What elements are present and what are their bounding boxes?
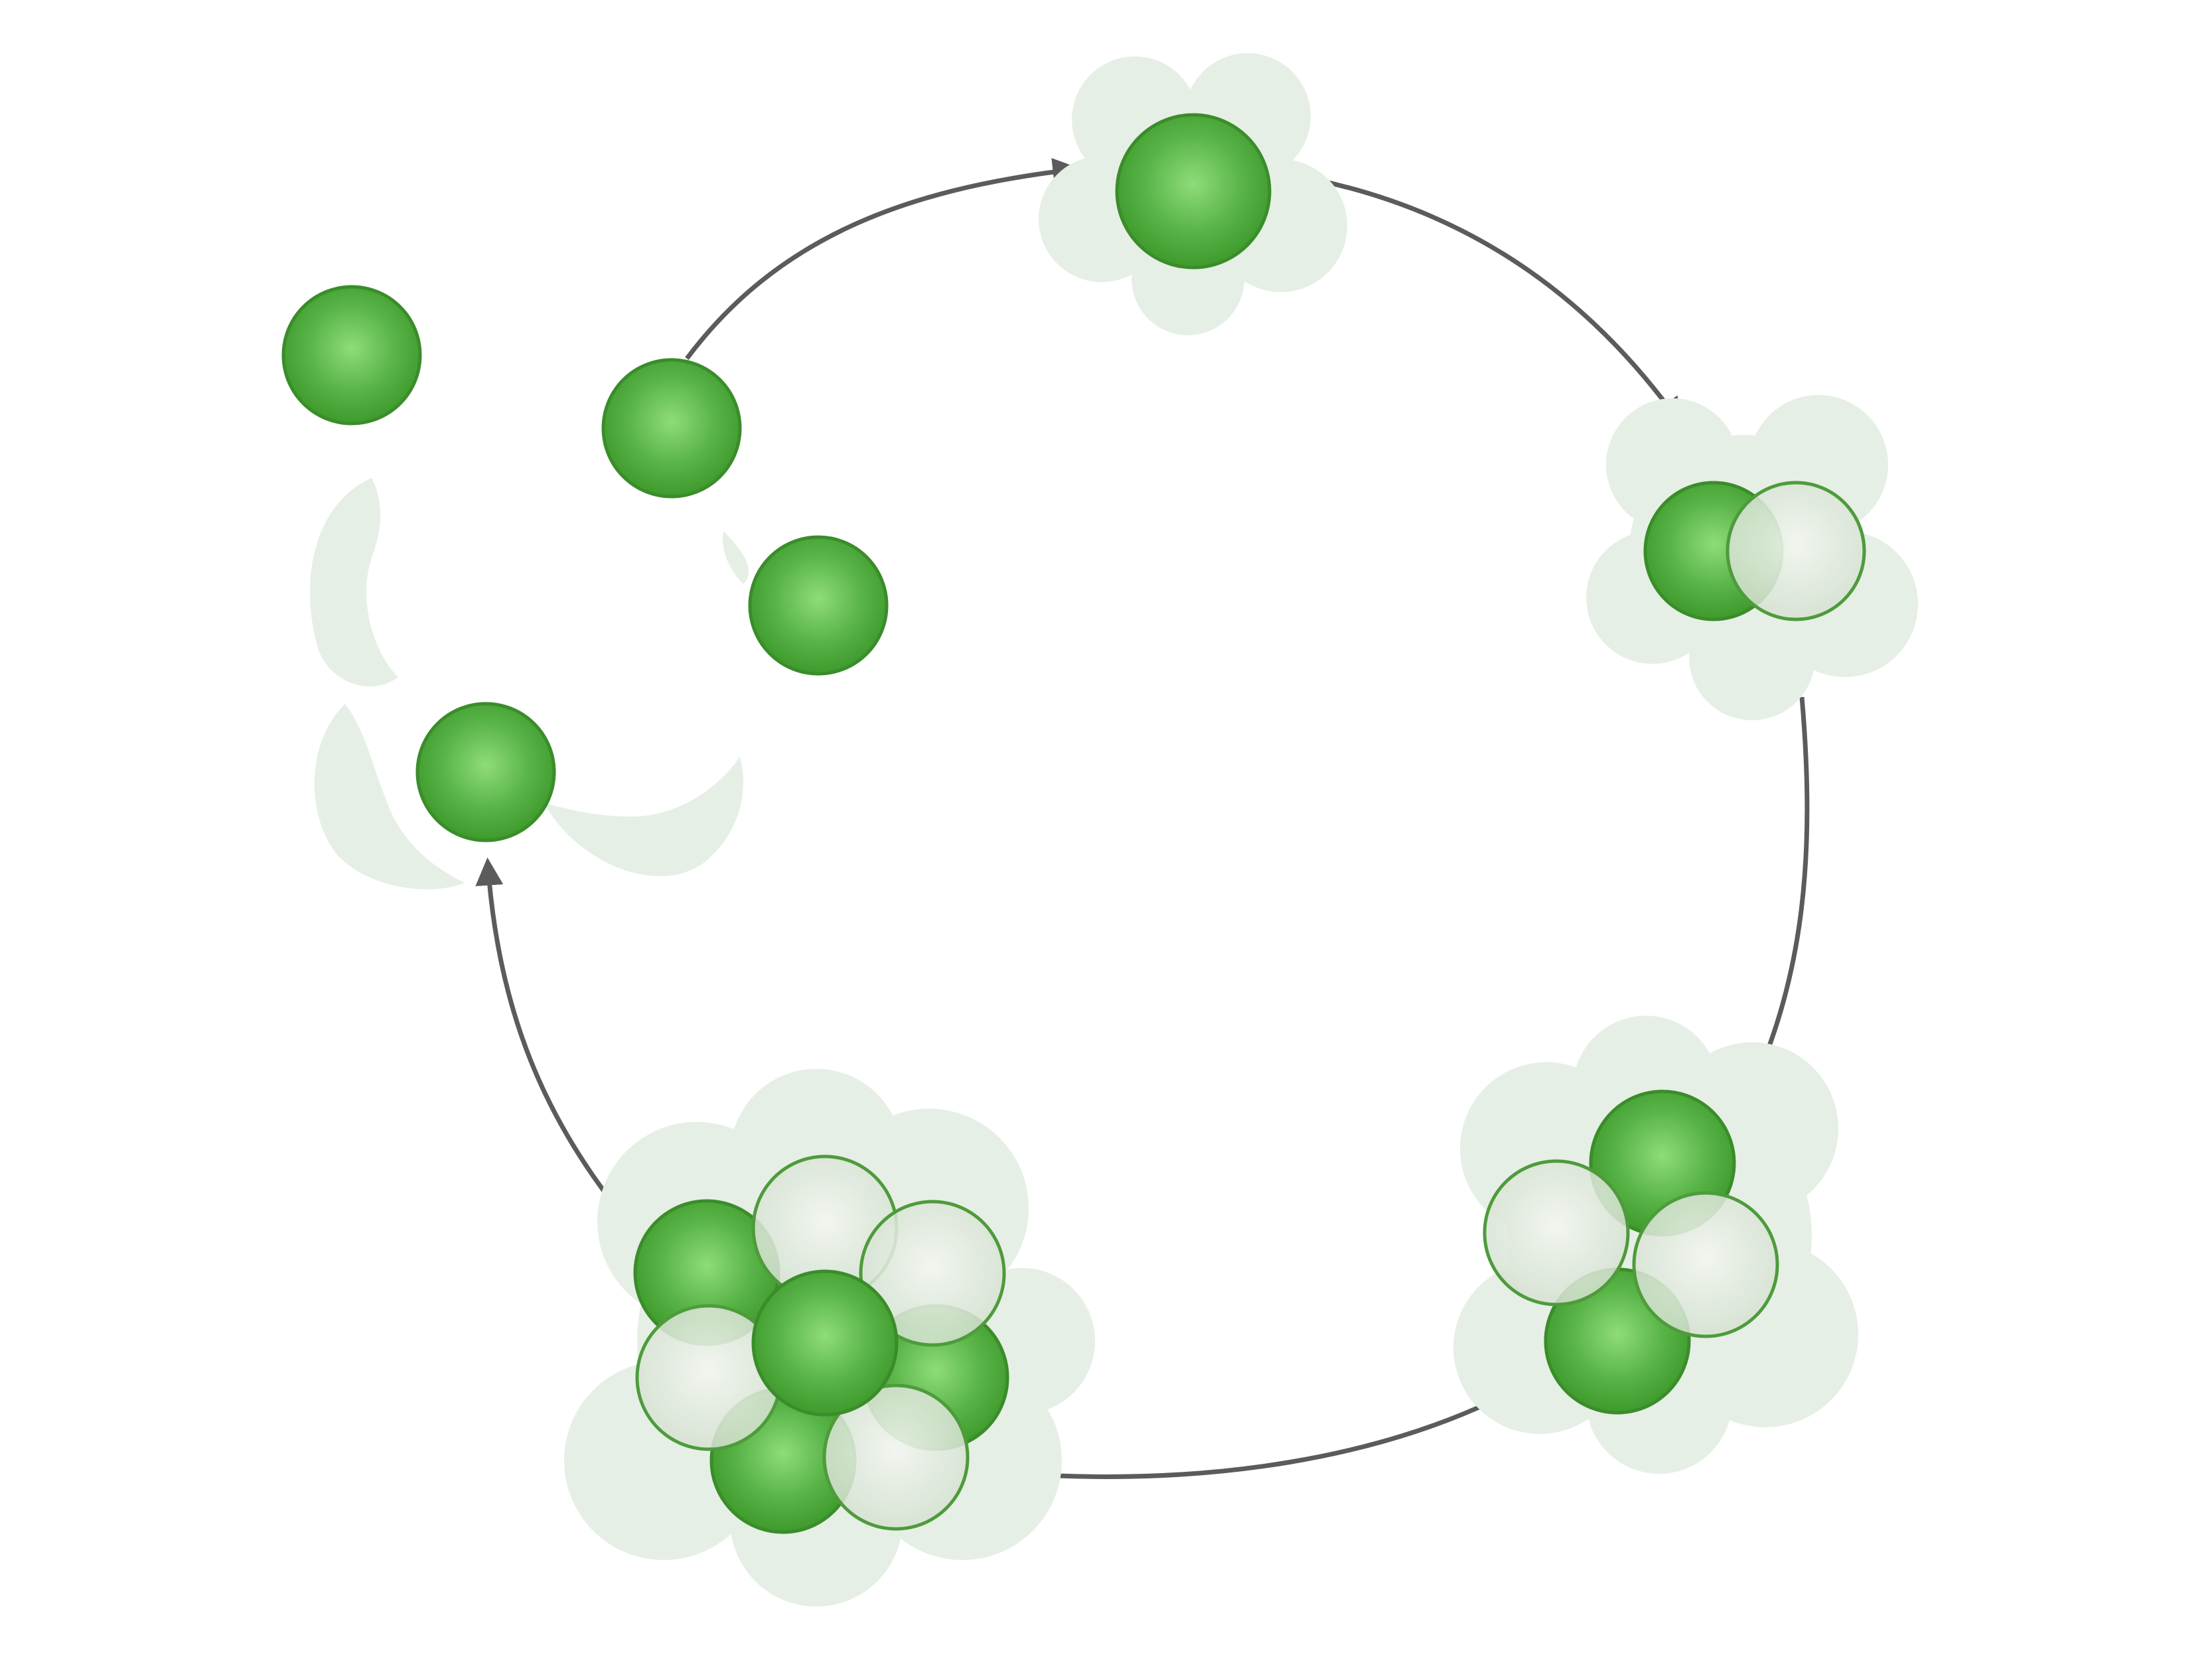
green-cell — [601, 358, 742, 499]
daughter-cell — [859, 1200, 1006, 1347]
green-cell — [1115, 113, 1272, 270]
stage-four-cell — [1453, 1016, 1858, 1474]
stage-single-cell — [1039, 53, 1347, 335]
arrow-four-to-eight — [1013, 1398, 1495, 1490]
green-cell — [281, 285, 422, 426]
cycle-arrows — [475, 157, 1810, 1490]
green-cell — [748, 535, 889, 676]
green-cell — [751, 1269, 899, 1417]
broken-membrane — [309, 478, 749, 890]
daughter-cell — [822, 1383, 970, 1531]
arrow-two-to-four — [1745, 696, 1810, 1101]
green-cell — [415, 702, 556, 842]
arrow-eight-to-released — [475, 857, 632, 1227]
arrow-released-to-single — [685, 157, 1081, 360]
daughter-cell — [1726, 481, 1866, 621]
stage-two-cell — [1586, 395, 1918, 720]
arrow-single-to-two — [1284, 171, 1682, 426]
stage-eight-cell — [564, 1069, 1095, 1607]
daughter-cell — [1632, 1191, 1779, 1338]
daughter-cell — [1483, 1159, 1630, 1306]
stage-released-cells — [281, 285, 889, 890]
